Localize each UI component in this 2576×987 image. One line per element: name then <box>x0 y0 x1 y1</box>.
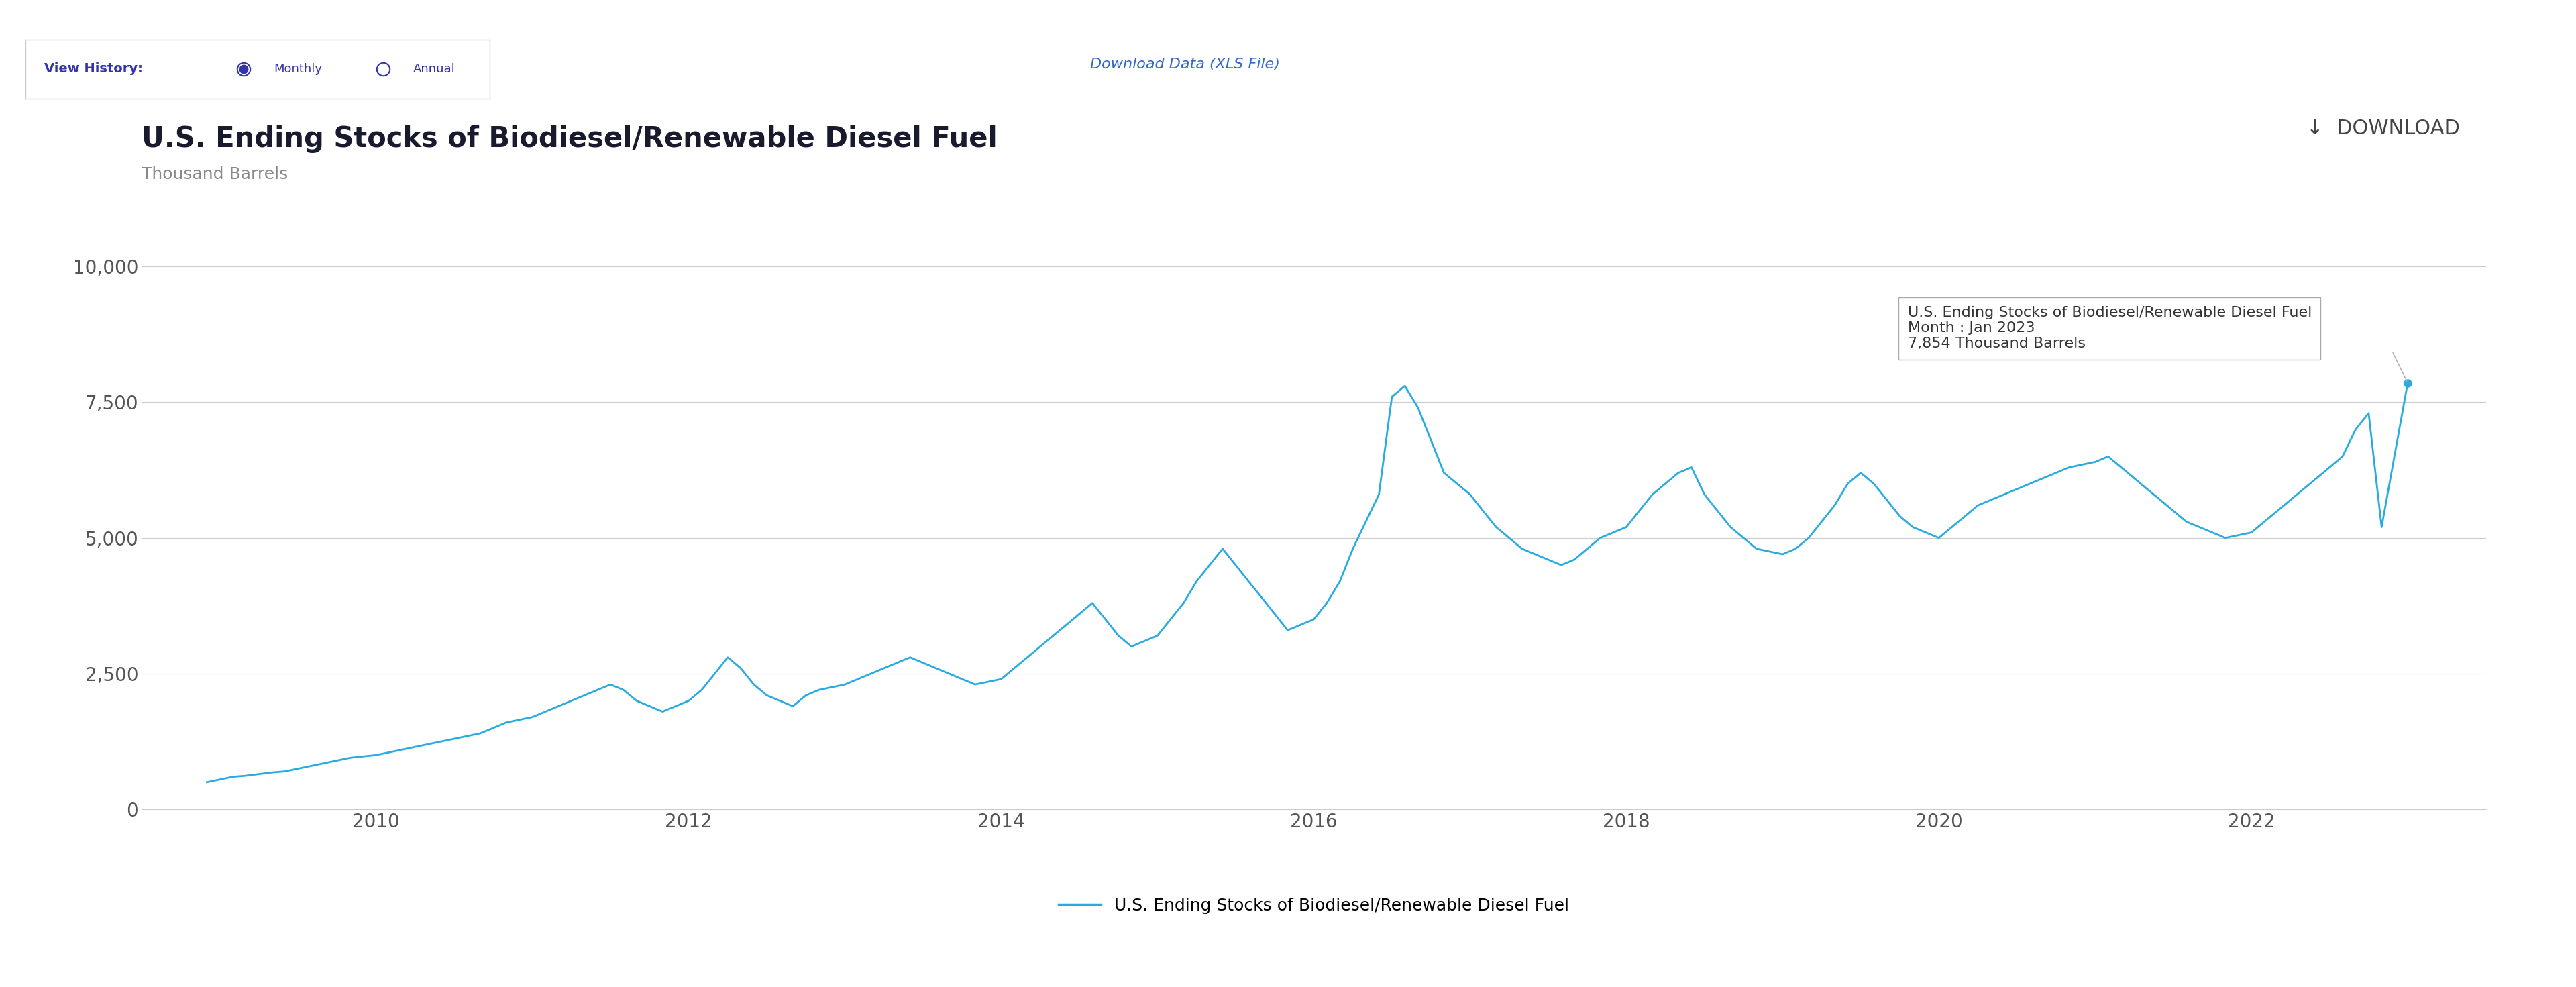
Legend: U.S. Ending Stocks of Biodiesel/Renewable Diesel Fuel: U.S. Ending Stocks of Biodiesel/Renewabl… <box>1051 891 1577 921</box>
Text: U.S. Ending Stocks of Biodiesel/Renewable Diesel Fuel: U.S. Ending Stocks of Biodiesel/Renewabl… <box>142 124 997 153</box>
Text: Annual: Annual <box>412 63 456 75</box>
Text: Monthly: Monthly <box>273 63 322 75</box>
Text: U.S. Ending Stocks of Biodiesel/Renewable Diesel Fuel
Month : Jan 2023
7,854 Tho: U.S. Ending Stocks of Biodiesel/Renewabl… <box>1909 306 2311 350</box>
Text: View History:: View History: <box>44 63 142 75</box>
Text: ↓  DOWNLOAD: ↓ DOWNLOAD <box>2306 118 2460 138</box>
Text: Thousand Barrels: Thousand Barrels <box>142 167 289 183</box>
Text: Download Data (XLS File): Download Data (XLS File) <box>1090 57 1280 71</box>
